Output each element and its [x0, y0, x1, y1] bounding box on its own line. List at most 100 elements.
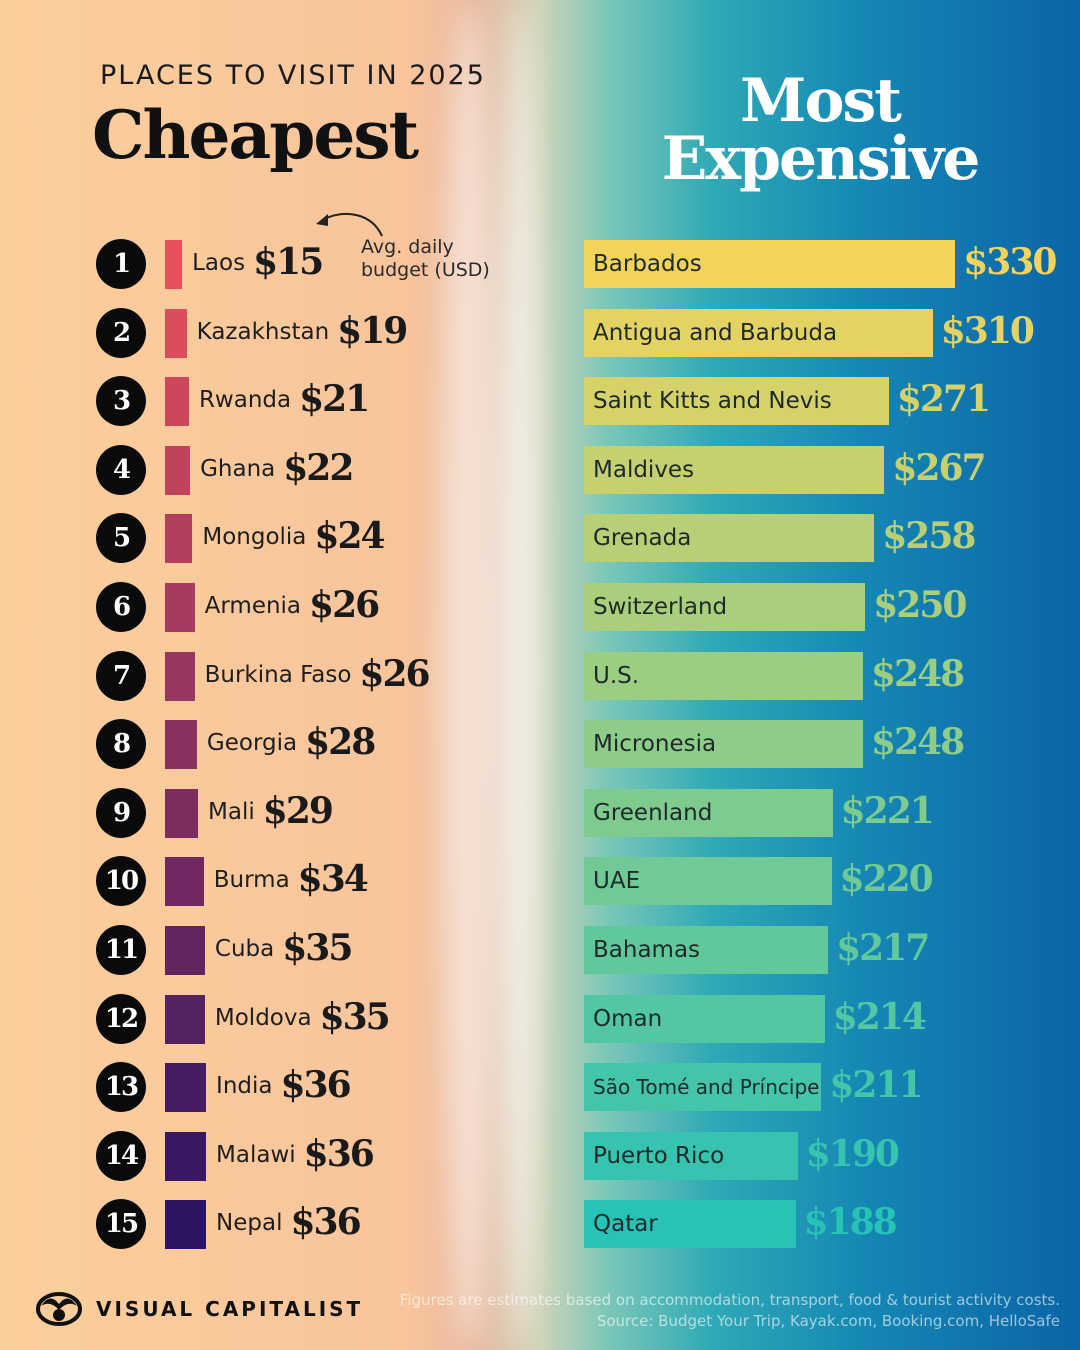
country-label: Burma	[213, 867, 290, 894]
country-label: Mongolia	[202, 524, 307, 551]
rank-badge: 9	[96, 787, 146, 838]
country-label: Cuba	[214, 936, 275, 962]
bar-cheapest	[165, 1063, 207, 1113]
value-label: $36	[280, 1064, 351, 1107]
bar-most-expensive: Barbados	[584, 240, 956, 288]
bar-cheapest	[165, 1131, 207, 1181]
bar-most-expensive: São Tomé and Príncipe	[584, 1063, 822, 1112]
bar-cheapest	[165, 240, 183, 289]
rank-badge: 2	[96, 307, 146, 358]
rank-badge: 7	[96, 650, 146, 701]
value-label: $258	[882, 515, 976, 558]
value-label: $271	[896, 378, 991, 421]
value-label: $26	[359, 652, 430, 695]
value-label: $211	[829, 1064, 923, 1107]
bar-cheapest	[165, 651, 195, 701]
rank-badge: 8	[96, 719, 146, 770]
footnote: Figures are estimates based on accommoda…	[399, 1291, 1060, 1309]
bar-most-expensive: Micronesia	[584, 720, 863, 769]
value-label: $220	[839, 858, 934, 901]
country-label: Rwanda	[198, 387, 292, 414]
bar-cheapest	[165, 994, 205, 1044]
country-label: Ghana	[200, 455, 276, 482]
value-label: $34	[297, 858, 369, 901]
rank-badge: 3	[96, 376, 146, 427]
value-label: $29	[262, 789, 334, 832]
rank-badge: 11	[96, 925, 146, 975]
rank-badge: 5	[96, 513, 146, 564]
bar-cheapest	[165, 445, 191, 495]
value-label: $21	[299, 378, 370, 421]
bar-most-expensive: Oman	[584, 994, 825, 1043]
value-label: $310	[940, 309, 1035, 352]
value-label: $36	[303, 1132, 375, 1175]
value-label: $35	[282, 927, 353, 969]
rank-badge: 14	[96, 1130, 146, 1181]
rank-badge: 15	[96, 1199, 146, 1250]
bar-most-expensive: U.S.	[584, 651, 863, 700]
value-label: $250	[873, 584, 967, 626]
country-label: Malawi	[216, 1141, 296, 1168]
rank-badge: 13	[96, 1062, 146, 1113]
value-label: $330	[963, 241, 1057, 283]
country-label: Georgia	[206, 730, 298, 757]
value-label: $15	[253, 241, 324, 283]
bar-most-expensive: Bahamas	[584, 926, 829, 974]
bar-cheapest	[165, 583, 195, 632]
value-label: $35	[319, 995, 391, 1038]
value-label: $28	[305, 721, 376, 764]
country-label: Burkina Faso	[204, 661, 352, 688]
rank-badge: 12	[96, 993, 146, 1044]
rank-badge: 6	[96, 582, 146, 632]
bar-most-expensive: Switzerland	[584, 583, 866, 631]
value-label: $190	[805, 1132, 900, 1175]
bar-most-expensive: Grenada	[584, 514, 875, 563]
value-label: $22	[283, 446, 354, 489]
bar-cheapest	[165, 514, 193, 564]
value-label: $214	[832, 995, 927, 1038]
bar-cheapest	[165, 308, 187, 358]
country-label: Kazakhstan	[196, 318, 330, 345]
value-label: $221	[840, 789, 935, 832]
bar-most-expensive: UAE	[584, 857, 832, 906]
value-label: $36	[290, 1201, 361, 1244]
rank-badge: 1	[96, 239, 146, 289]
value-label: $267	[892, 446, 986, 489]
bar-most-expensive: Puerto Rico	[584, 1131, 798, 1180]
bar-cheapest	[165, 377, 189, 427]
country-label: Nepal	[216, 1210, 283, 1237]
value-label: $248	[871, 652, 965, 695]
bar-cheapest	[165, 857, 204, 907]
bar-most-expensive: Qatar	[584, 1200, 796, 1249]
rank-badge: 4	[96, 444, 146, 495]
annotation: Avg. daily budget (USD)	[361, 236, 490, 281]
chart-title-cheapest: Cheapest	[92, 96, 419, 174]
bar-cheapest	[165, 720, 197, 770]
wave-foam	[440, 0, 500, 1350]
chart-subtitle: PLACES TO VISIT IN 2025	[100, 60, 486, 91]
rank-badge: 10	[96, 856, 146, 907]
bar-most-expensive: Saint Kitts and Nevis	[584, 377, 889, 426]
footer-notes: Figures are estimates based on accommoda…	[400, 1290, 1060, 1332]
wave-foam	[500, 0, 540, 1350]
value-label: $188	[803, 1201, 898, 1244]
bar-cheapest	[165, 926, 205, 975]
source: Source: Budget Your Trip, Kayak.com, Boo…	[596, 1312, 1060, 1330]
bar-cheapest	[165, 788, 199, 838]
value-label: $19	[337, 309, 408, 352]
country-label: Armenia	[204, 593, 302, 619]
country-label: Moldova	[214, 1004, 312, 1031]
curved-arrow-icon	[316, 212, 383, 237]
brand-name: VISUAL CAPITALIST	[96, 1297, 364, 1321]
bar-most-expensive: Greenland	[584, 788, 833, 837]
bar-cheapest	[165, 1200, 207, 1250]
country-label: Laos	[192, 250, 246, 276]
bar-most-expensive: Maldives	[584, 445, 885, 494]
value-label: $217	[836, 927, 930, 969]
brand-logo-icon	[36, 1292, 82, 1326]
value-label: $26	[309, 584, 380, 626]
bar-most-expensive: Antigua and Barbuda	[584, 308, 933, 357]
country-label: India	[216, 1073, 273, 1100]
chart-title-most-expensive: Most Expensive	[661, 66, 981, 194]
